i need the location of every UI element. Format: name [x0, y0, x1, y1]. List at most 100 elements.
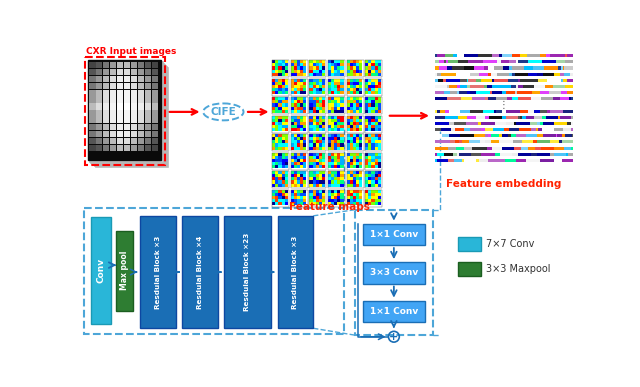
FancyBboxPatch shape [331, 140, 334, 144]
FancyBboxPatch shape [446, 60, 448, 63]
FancyBboxPatch shape [365, 97, 368, 100]
FancyBboxPatch shape [96, 117, 102, 123]
FancyBboxPatch shape [337, 97, 340, 100]
FancyBboxPatch shape [117, 103, 124, 110]
FancyBboxPatch shape [328, 79, 331, 82]
FancyBboxPatch shape [328, 137, 331, 140]
FancyBboxPatch shape [309, 91, 312, 94]
FancyBboxPatch shape [275, 134, 278, 137]
FancyBboxPatch shape [365, 110, 368, 113]
FancyBboxPatch shape [138, 76, 145, 82]
FancyBboxPatch shape [322, 100, 325, 103]
FancyBboxPatch shape [275, 128, 278, 131]
FancyBboxPatch shape [365, 79, 368, 82]
FancyBboxPatch shape [272, 159, 275, 162]
FancyBboxPatch shape [465, 159, 476, 162]
FancyBboxPatch shape [282, 128, 285, 131]
FancyBboxPatch shape [441, 73, 456, 76]
FancyBboxPatch shape [294, 67, 297, 70]
FancyBboxPatch shape [349, 70, 353, 73]
FancyBboxPatch shape [96, 124, 102, 130]
FancyBboxPatch shape [322, 162, 325, 165]
FancyBboxPatch shape [365, 196, 368, 199]
FancyBboxPatch shape [563, 67, 564, 70]
FancyBboxPatch shape [337, 147, 340, 150]
FancyBboxPatch shape [503, 159, 506, 162]
FancyBboxPatch shape [440, 110, 445, 113]
FancyBboxPatch shape [518, 97, 525, 100]
FancyBboxPatch shape [368, 171, 371, 174]
FancyBboxPatch shape [337, 153, 340, 156]
FancyBboxPatch shape [282, 162, 285, 165]
FancyBboxPatch shape [331, 162, 334, 165]
FancyBboxPatch shape [285, 199, 288, 202]
FancyBboxPatch shape [359, 106, 362, 110]
FancyBboxPatch shape [378, 122, 381, 125]
FancyBboxPatch shape [331, 73, 334, 76]
FancyBboxPatch shape [349, 199, 353, 202]
FancyBboxPatch shape [319, 91, 322, 94]
FancyBboxPatch shape [365, 85, 368, 88]
FancyBboxPatch shape [537, 73, 543, 76]
FancyBboxPatch shape [368, 73, 371, 76]
FancyBboxPatch shape [316, 159, 319, 162]
FancyBboxPatch shape [316, 119, 319, 122]
FancyBboxPatch shape [502, 134, 508, 137]
FancyBboxPatch shape [349, 63, 353, 67]
FancyBboxPatch shape [365, 156, 368, 159]
FancyBboxPatch shape [291, 91, 294, 94]
FancyBboxPatch shape [374, 134, 378, 137]
FancyBboxPatch shape [297, 177, 300, 180]
FancyBboxPatch shape [272, 106, 275, 110]
FancyBboxPatch shape [518, 116, 520, 119]
FancyBboxPatch shape [487, 85, 492, 88]
FancyBboxPatch shape [337, 119, 340, 122]
FancyBboxPatch shape [349, 122, 353, 125]
FancyBboxPatch shape [275, 156, 278, 159]
FancyBboxPatch shape [297, 63, 300, 67]
FancyBboxPatch shape [294, 134, 297, 137]
FancyBboxPatch shape [294, 174, 297, 177]
FancyBboxPatch shape [546, 116, 558, 119]
FancyBboxPatch shape [319, 82, 322, 85]
FancyBboxPatch shape [322, 119, 325, 122]
FancyBboxPatch shape [549, 91, 561, 94]
FancyBboxPatch shape [322, 177, 325, 180]
FancyBboxPatch shape [521, 147, 528, 150]
FancyBboxPatch shape [455, 128, 465, 131]
FancyBboxPatch shape [511, 85, 516, 88]
FancyBboxPatch shape [272, 147, 275, 150]
FancyBboxPatch shape [371, 140, 374, 144]
FancyBboxPatch shape [374, 63, 378, 67]
FancyBboxPatch shape [312, 60, 316, 63]
FancyBboxPatch shape [340, 128, 344, 131]
FancyBboxPatch shape [337, 63, 340, 67]
FancyBboxPatch shape [131, 124, 138, 130]
FancyBboxPatch shape [559, 140, 562, 144]
FancyBboxPatch shape [275, 174, 278, 177]
FancyBboxPatch shape [316, 134, 319, 137]
FancyBboxPatch shape [340, 82, 344, 85]
FancyBboxPatch shape [353, 119, 356, 122]
FancyBboxPatch shape [297, 137, 300, 140]
FancyBboxPatch shape [378, 180, 381, 183]
FancyBboxPatch shape [368, 165, 371, 168]
FancyBboxPatch shape [328, 134, 331, 137]
FancyBboxPatch shape [319, 103, 322, 106]
FancyBboxPatch shape [371, 100, 374, 103]
FancyBboxPatch shape [347, 177, 349, 180]
FancyBboxPatch shape [309, 165, 312, 168]
FancyBboxPatch shape [275, 153, 278, 156]
FancyBboxPatch shape [319, 79, 322, 82]
FancyBboxPatch shape [356, 67, 359, 70]
FancyBboxPatch shape [297, 119, 300, 122]
FancyBboxPatch shape [319, 134, 322, 137]
FancyBboxPatch shape [309, 85, 312, 88]
FancyBboxPatch shape [312, 165, 316, 168]
FancyBboxPatch shape [328, 60, 331, 63]
FancyBboxPatch shape [349, 100, 353, 103]
FancyBboxPatch shape [538, 79, 547, 82]
FancyBboxPatch shape [331, 100, 334, 103]
FancyBboxPatch shape [561, 79, 563, 82]
FancyBboxPatch shape [455, 140, 459, 144]
